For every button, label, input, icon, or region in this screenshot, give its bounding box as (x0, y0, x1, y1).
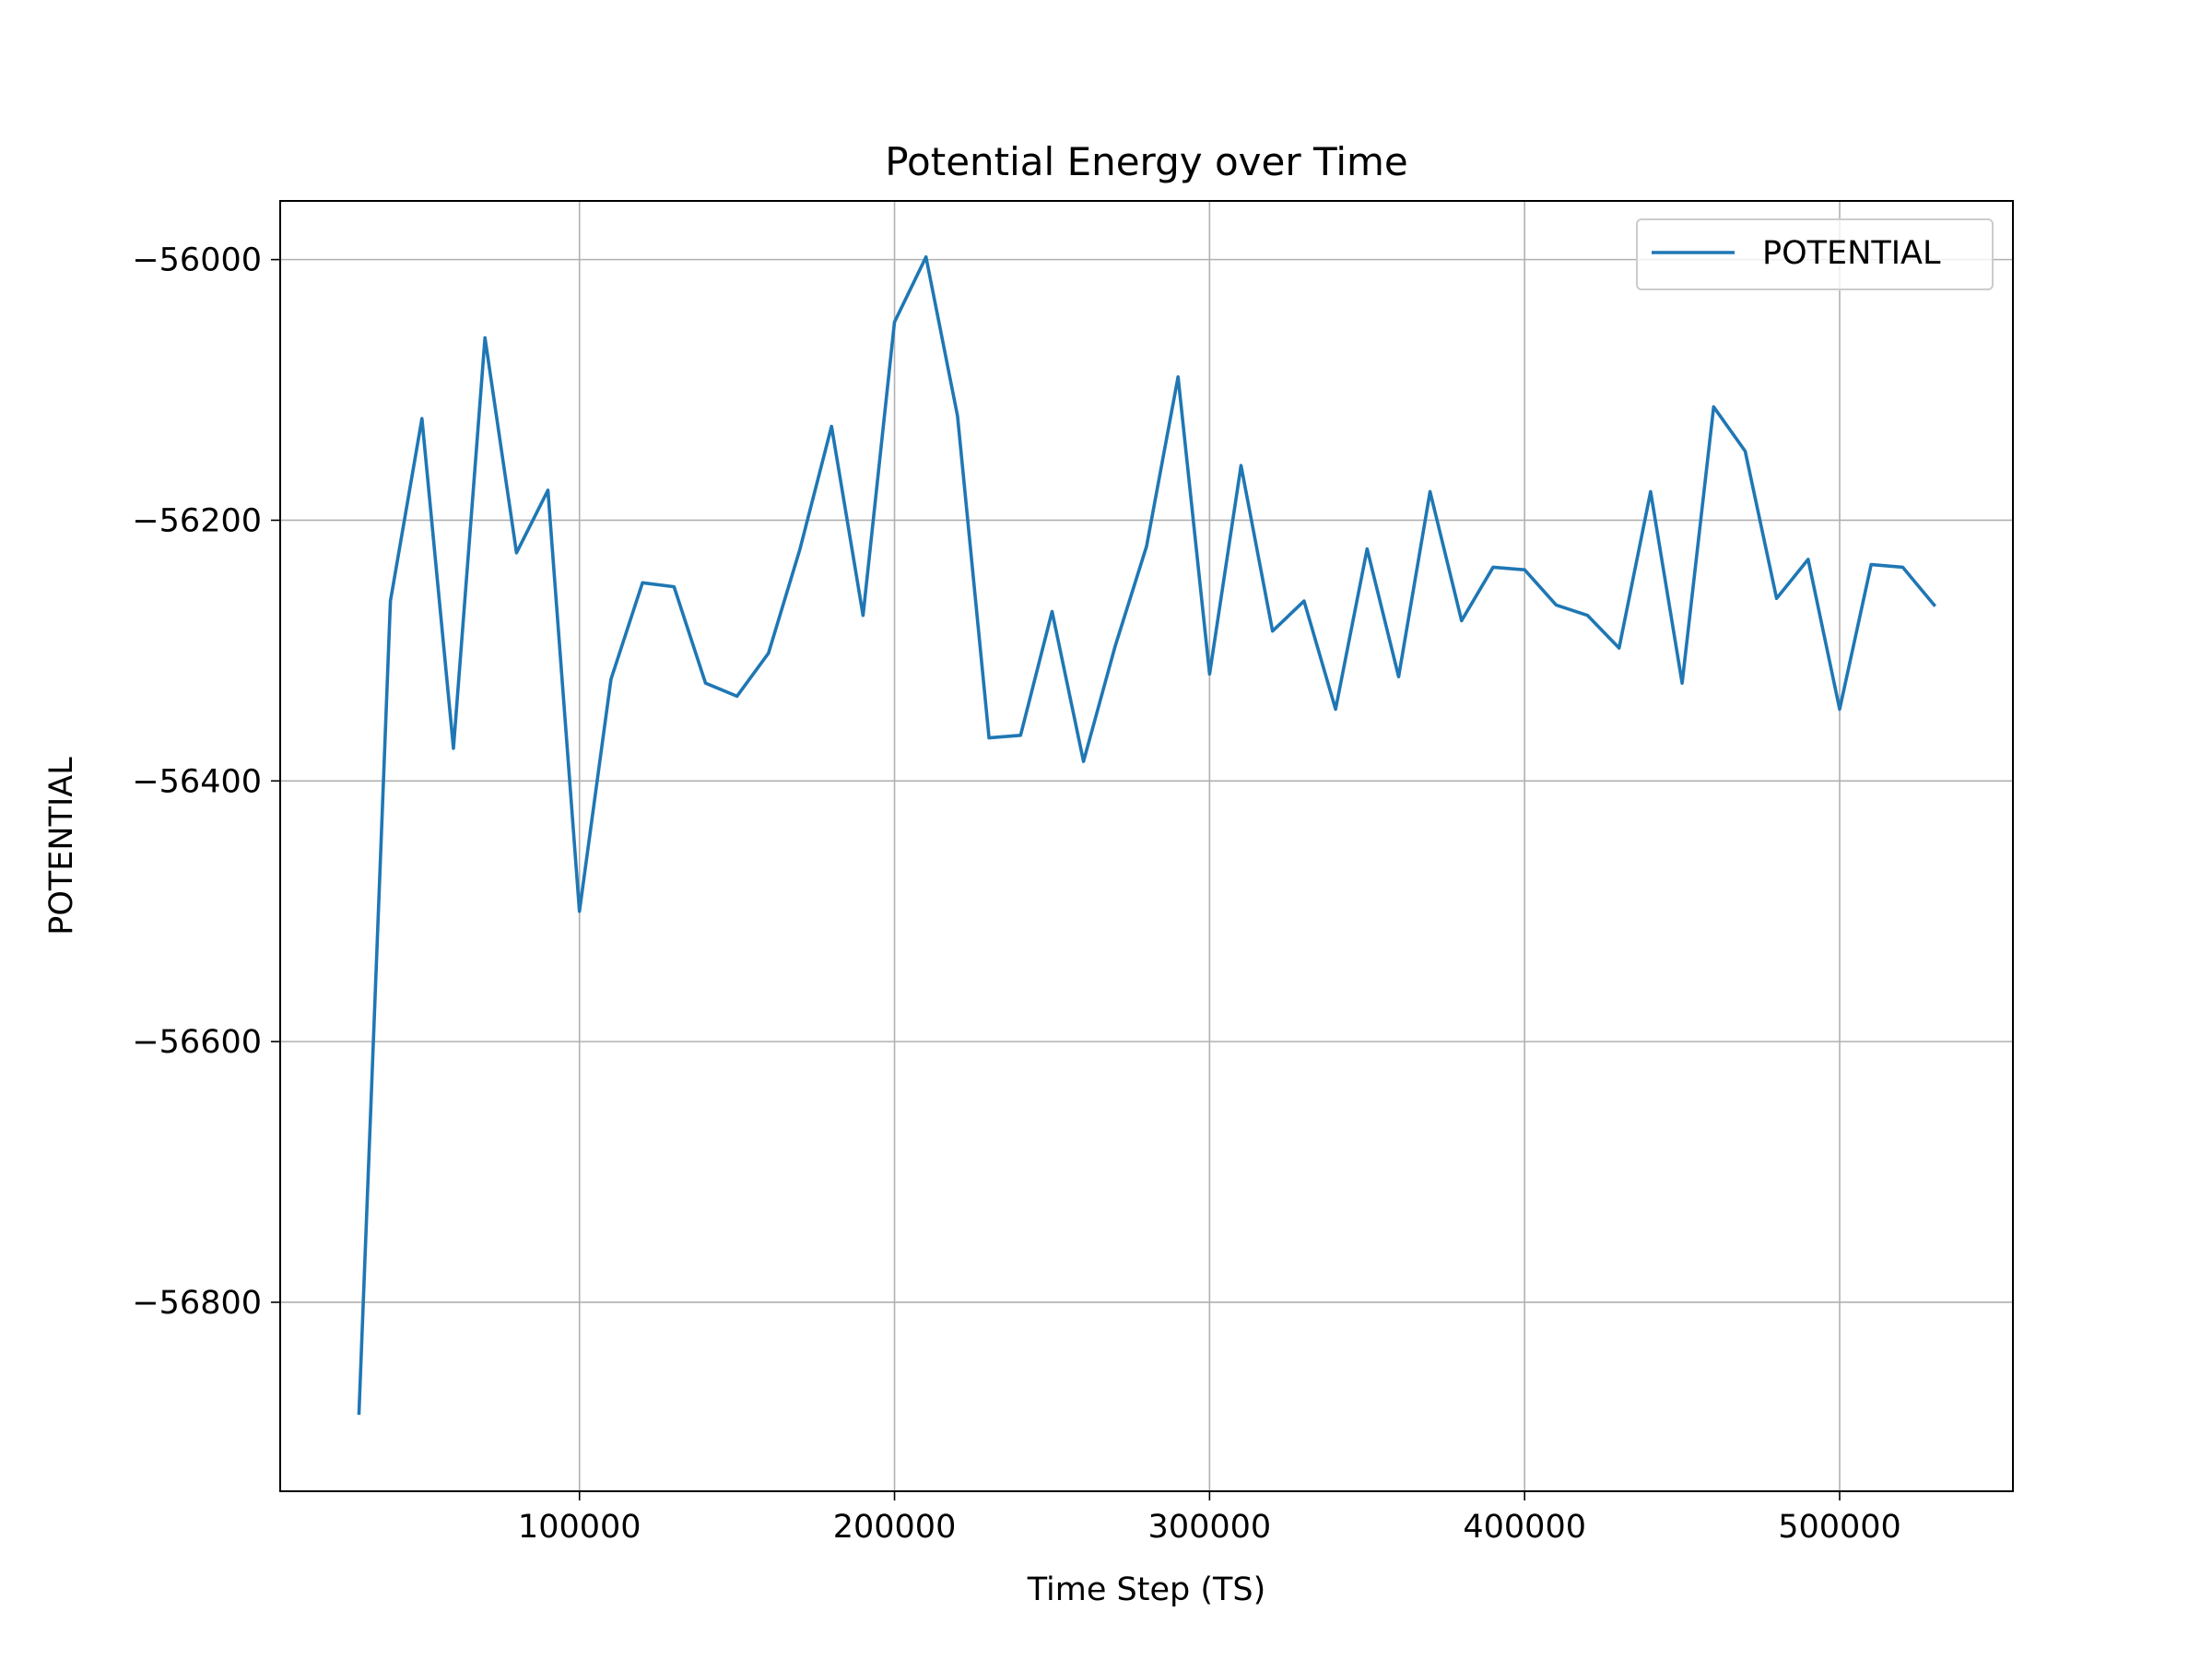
series-line-0 (357, 254, 1937, 1416)
y-tick-label: −56400 (132, 763, 262, 800)
y-tick-label: −56800 (132, 1285, 262, 1322)
y-tick-label: −56600 (132, 1024, 262, 1061)
y-tick-label: −56000 (132, 242, 262, 279)
y-axis-label: POTENTIAL (43, 757, 80, 935)
x-tick-label: 100000 (518, 1509, 641, 1546)
legend-label: POTENTIAL (1762, 235, 1941, 272)
legend-box (1636, 218, 1994, 290)
x-tick-label: 300000 (1148, 1509, 1272, 1546)
series-layer (357, 254, 1937, 1416)
legend: POTENTIAL (1636, 218, 1994, 290)
chart-title: Potential Energy over Time (885, 139, 1408, 184)
x-tick-label: 400000 (1463, 1509, 1586, 1546)
x-tick-label: 200000 (833, 1509, 957, 1546)
x-axis-label: Time Step (TS) (1027, 1571, 1266, 1608)
grid-layer (280, 201, 2013, 1491)
y-tick-label: −56200 (132, 502, 262, 539)
plot-frame (279, 200, 2014, 1492)
tick-layer: 100000 200000 300000 400000 500000 −56800 −566… (132, 242, 1900, 1546)
x-tick-label: 500000 (1778, 1509, 1901, 1546)
